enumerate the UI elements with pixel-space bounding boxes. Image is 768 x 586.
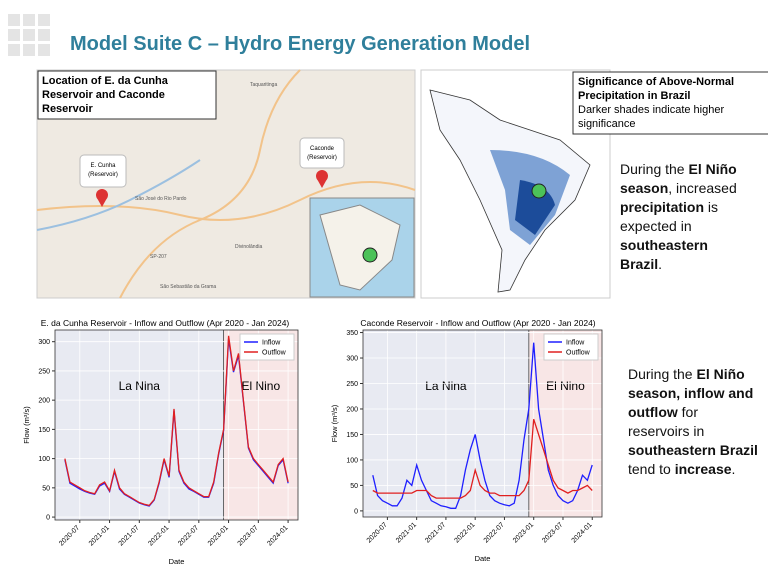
text-segment: southeastern Brazil (620, 237, 708, 272)
text-top: During the El Niño season, increased pre… (620, 160, 750, 274)
plot-frame (362, 329, 603, 518)
map-right-caption-text: Darker shades indicate higher significan… (578, 104, 725, 130)
y-tick-label: 150 (346, 432, 358, 439)
y-axis-label: Flow (m³/s) (330, 404, 339, 442)
legend-box (543, 333, 599, 361)
logo (8, 14, 50, 56)
text-segment: . (658, 256, 663, 272)
region-label: El Nino (241, 379, 280, 393)
legend-label: Outflow (566, 350, 591, 357)
map-label: Divinolândia (235, 244, 262, 250)
slide-title: Model Suite C – Hydro Energy Generation … (70, 33, 530, 55)
map-right-caption-title: Significance of Above-Normal Precipitati… (578, 76, 735, 102)
text-segment: is expected in (620, 199, 719, 234)
map-right: Significance of Above-Normal Precipitati… (420, 69, 768, 299)
y-tick-label: 200 (346, 406, 358, 413)
legend-label: Outflow (262, 350, 287, 357)
y-tick-label: 250 (346, 381, 358, 388)
x-tick-label: 2022-07 (483, 521, 506, 544)
map-label: São José do Rio Pardo (135, 196, 187, 202)
map-label: Taquaritinga (250, 82, 277, 88)
text-segment: During the (620, 161, 689, 177)
text-bottom: During the El Niño season, inflow and ou… (628, 365, 763, 479)
x-tick-label: 2021-07 (424, 521, 447, 544)
text-segment: El Niño season (620, 161, 737, 196)
map-label: (Reservoir) (88, 172, 118, 178)
x-tick-label: 2022-07 (177, 524, 200, 547)
map-label: Caconde (310, 146, 335, 152)
x-tick-label: 2023-07 (541, 521, 564, 544)
text-segment: increase (674, 461, 732, 477)
x-tick-label: 2024-01 (266, 524, 289, 547)
text-segment: southeastern Brazil (628, 442, 758, 458)
x-tick-label: 2023-01 (207, 524, 230, 547)
text-segment: for reservoirs in (628, 404, 705, 439)
map-label: SP-207 (150, 254, 167, 260)
chart-title: Caconde Reservoir - Inflow and Outflow (… (360, 318, 595, 328)
plot-frame (54, 329, 299, 521)
map-left-caption: Location of E. da Cunha Reservoir and Ca… (42, 75, 168, 115)
y-tick-label: 200 (38, 398, 50, 405)
map-left: Location of E. da Cunha Reservoir and Ca… (36, 69, 416, 299)
text-segment: During the (628, 366, 697, 382)
x-tick-label: 2020-07 (366, 521, 389, 544)
x-tick-label: 2023-07 (237, 524, 260, 547)
y-tick-label: 50 (350, 483, 358, 490)
y-tick-label: 250 (38, 368, 50, 375)
map-label: E. Cunha (90, 163, 116, 169)
region-label: El Nino (546, 379, 585, 393)
x-tick-label: 2024-01 (571, 521, 594, 544)
y-axis-label: Flow (m³/s) (22, 406, 31, 444)
x-tick-label: 2020-07 (58, 524, 81, 547)
text-segment: . (731, 461, 736, 477)
y-tick-label: 300 (346, 356, 358, 363)
x-tick-label: 2021-01 (88, 524, 111, 547)
text-segment: tend to (628, 461, 675, 477)
text-segment: El Niño season, inflow and outflow (628, 366, 754, 420)
legend-label: Inflow (566, 340, 585, 347)
y-tick-label: 100 (346, 457, 358, 464)
x-tick-label: 2021-01 (395, 521, 418, 544)
chart-title: E. da Cunha Reservoir - Inflow and Outfl… (41, 318, 290, 328)
x-tick-label: 2021-07 (118, 524, 141, 547)
y-tick-label: 350 (346, 330, 358, 337)
charts: E. da Cunha Reservoir - Inflow and Outfl… (22, 318, 603, 566)
map-label: (Reservoir) (307, 155, 337, 161)
x-tick-label: 2022-01 (453, 521, 476, 544)
y-tick-label: 0 (354, 508, 358, 515)
series-line (372, 342, 593, 509)
x-axis-label: Date (169, 557, 185, 566)
legend-label: Inflow (262, 340, 281, 347)
text-segment: precipitation (620, 199, 705, 215)
x-tick-label: 2022-01 (147, 524, 170, 547)
x-axis-label: Date (475, 554, 491, 563)
text-segment: , increased (668, 180, 737, 196)
y-tick-label: 150 (38, 427, 50, 434)
map-label: São Sebastião da Grama (160, 284, 216, 290)
y-tick-label: 100 (38, 456, 50, 463)
legend-box (239, 333, 295, 361)
series-line (64, 335, 289, 507)
y-tick-label: 300 (38, 339, 50, 346)
y-tick-label: 0 (46, 515, 50, 522)
x-tick-label: 2023-01 (512, 521, 535, 544)
series-line (372, 419, 593, 499)
y-tick-label: 50 (42, 485, 50, 492)
